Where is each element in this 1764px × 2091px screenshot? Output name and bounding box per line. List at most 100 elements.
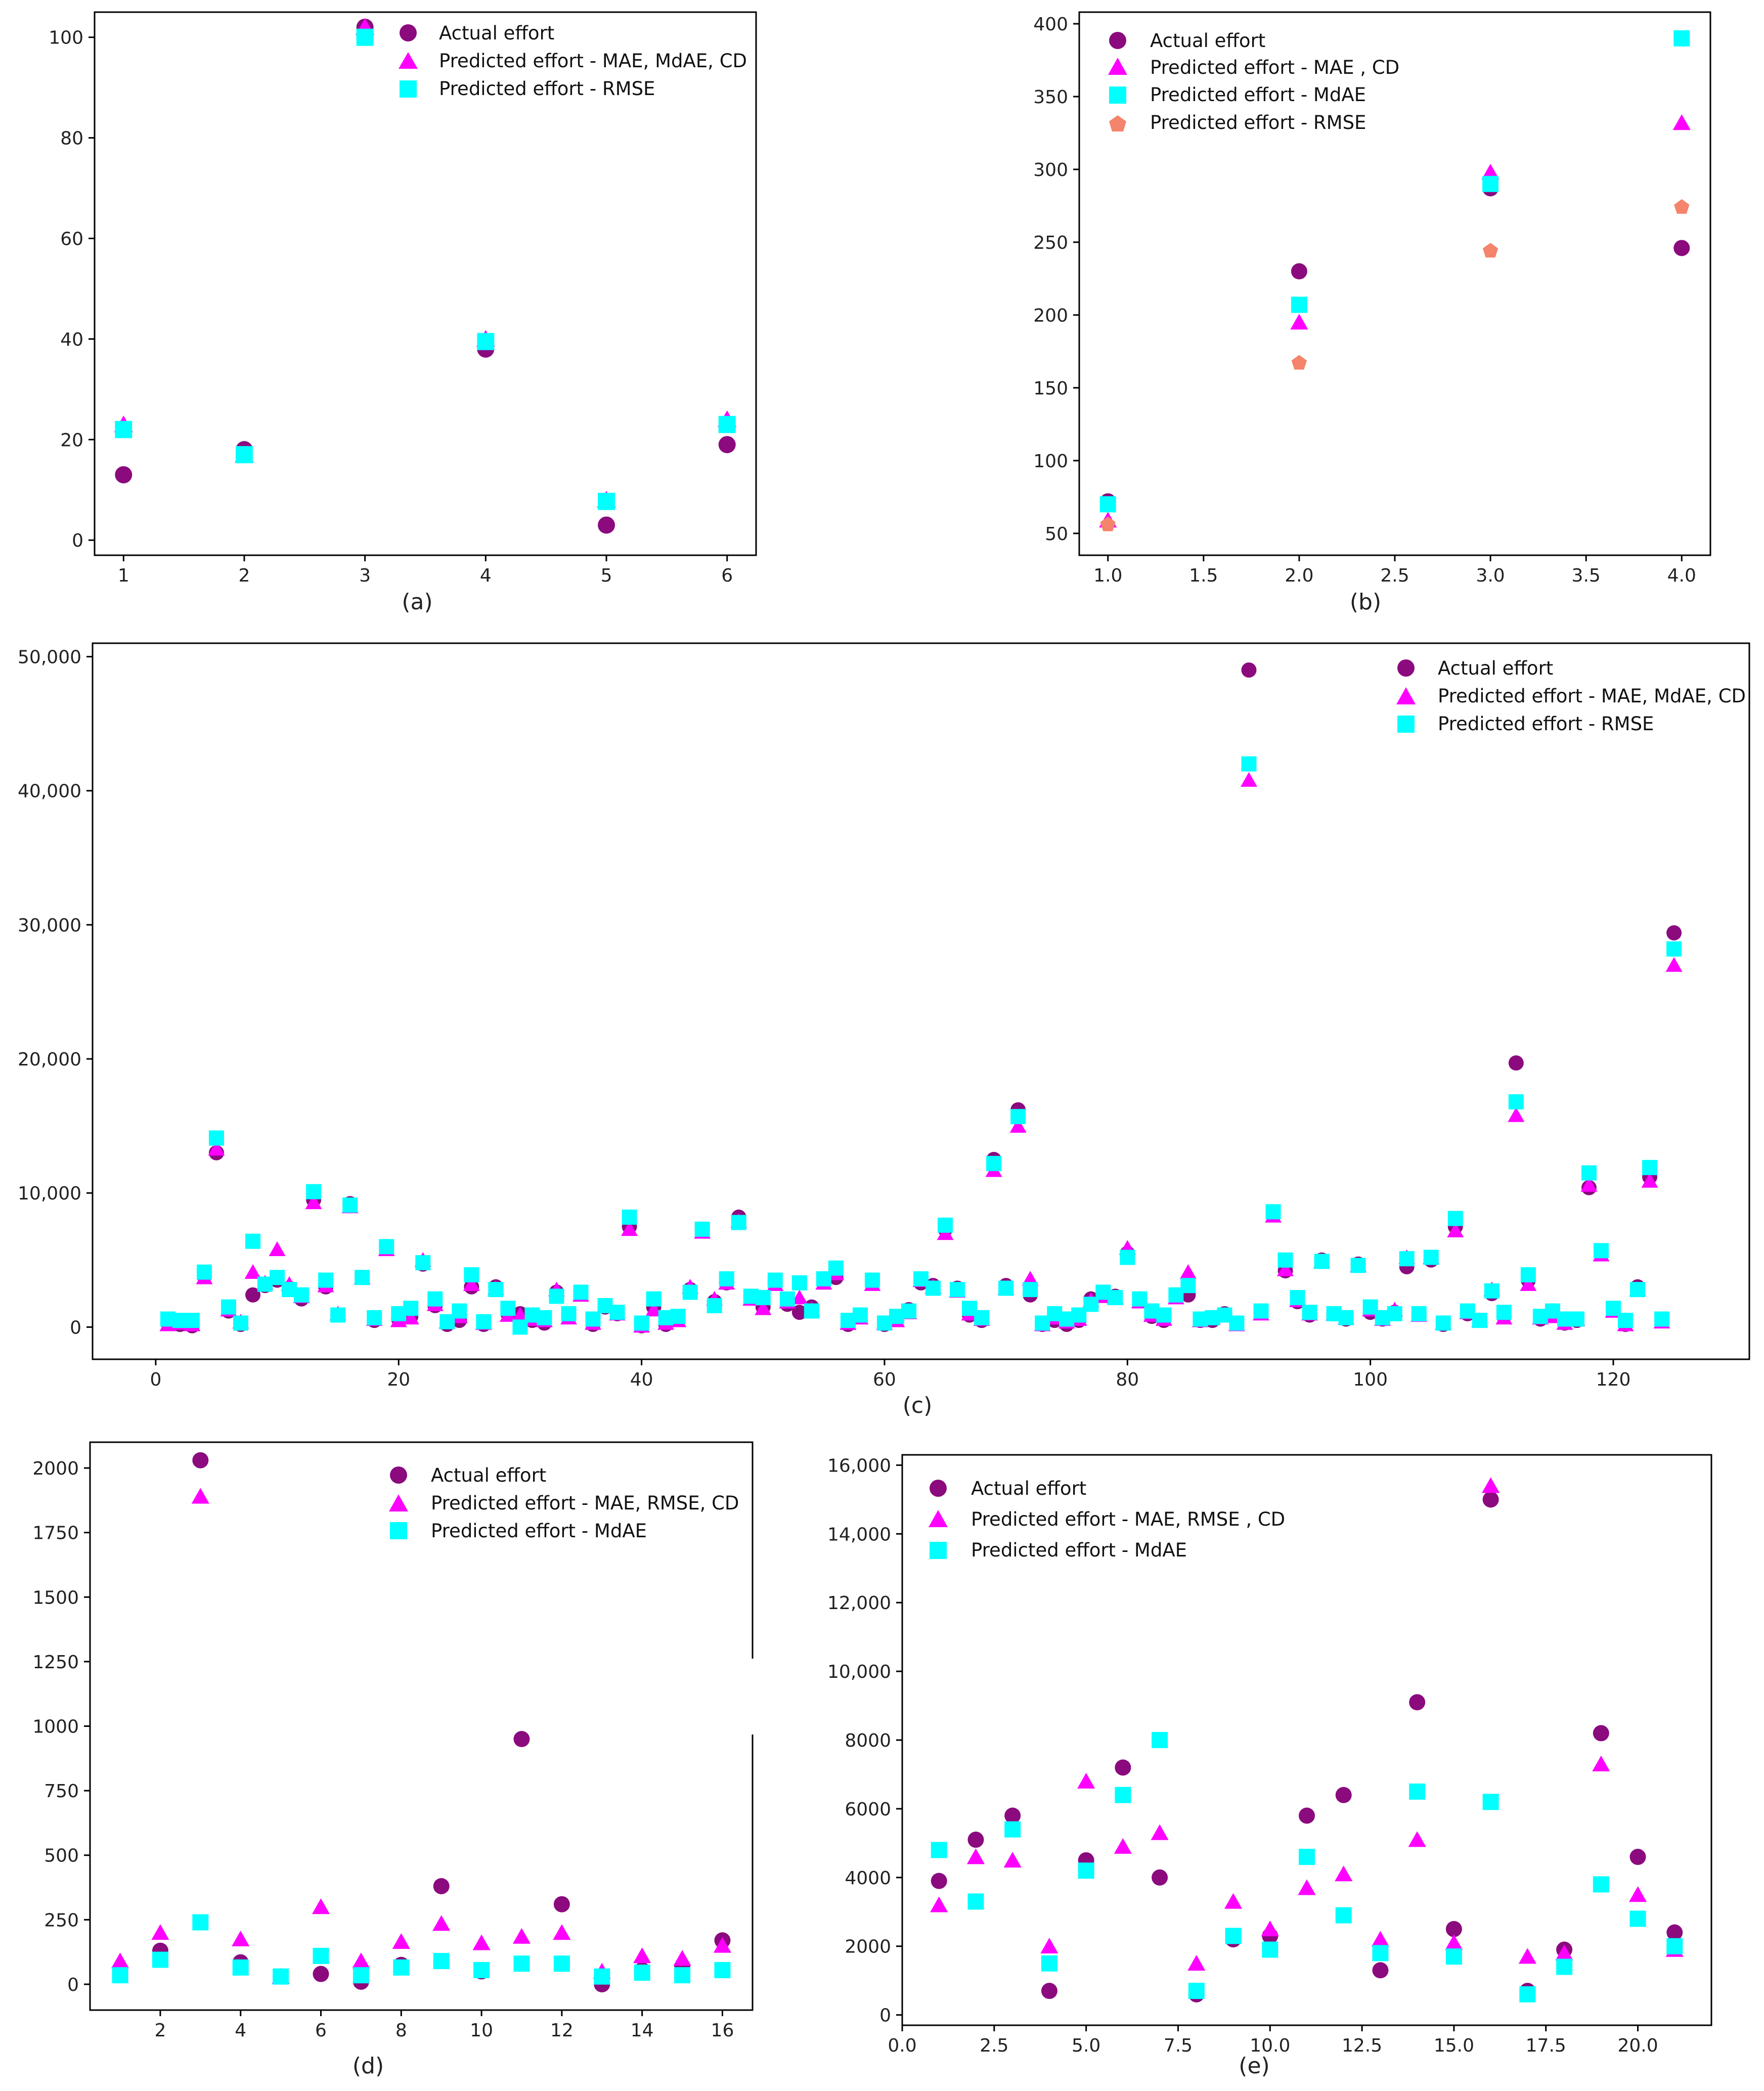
y-tick-label-a: 80 — [60, 128, 83, 149]
point-d-s1-16 — [713, 1937, 732, 1953]
y-tick-label-a: 20 — [60, 430, 83, 451]
point-c-s2-105 — [1423, 1250, 1439, 1265]
point-c-s2-71 — [1010, 1109, 1026, 1125]
point-b-s2-4 — [1673, 30, 1690, 47]
legend-label-actual-b: Actual effort — [1150, 30, 1265, 52]
point-c-s2-45 — [694, 1221, 710, 1237]
y-tick-label-d: 0 — [67, 1975, 79, 1995]
point-b-s2-2 — [1291, 296, 1307, 313]
plot-frame-a — [94, 11, 757, 556]
point-c-s2-121 — [1618, 1313, 1634, 1328]
point-c-s2-25 — [452, 1303, 467, 1319]
y-tick-label-b: 200 — [1033, 305, 1068, 326]
point-c-s2-51 — [767, 1272, 783, 1288]
point-c-s2-109 — [1472, 1313, 1487, 1328]
y-tick-label-b: 350 — [1033, 87, 1068, 108]
point-e-s0-11 — [1299, 1807, 1315, 1824]
point-c-s1-8 — [244, 1264, 261, 1279]
point-c-s2-34 — [561, 1306, 577, 1321]
legend-label-actual-d: Actual effort — [431, 1464, 546, 1486]
panel-label-e: (e) — [1239, 2053, 1269, 2079]
point-e-s2-17 — [1519, 1986, 1536, 2003]
legend-a: Actual effort Predicted effort - MAE, Md… — [399, 22, 747, 100]
y-ticks-e: 0 2000 4000 6000 8000 10,000 12,000 14,000 16,00… — [827, 1455, 902, 2026]
point-e-s1-11 — [1298, 1879, 1316, 1895]
x-tick-label-e: 0.0 — [888, 2035, 916, 2056]
legend-label-actual-a: Actual effort — [439, 22, 554, 44]
point-b-s2-1 — [1099, 496, 1116, 513]
point-e-s2-2 — [967, 1893, 984, 1910]
point-e-s0-2 — [967, 1832, 984, 1848]
x-tick-label-b: 4.0 — [1667, 565, 1696, 586]
point-c-s0-125 — [1666, 925, 1682, 941]
point-e-s2-21 — [1666, 1938, 1683, 1954]
point-d-s1-10 — [472, 1934, 491, 1950]
markers-a — [114, 18, 737, 534]
point-b-s3-2 — [1291, 354, 1307, 370]
x-ticks-a: 1 2 3 4 5 6 — [118, 555, 733, 586]
point-c-s2-48 — [731, 1215, 746, 1230]
markers-c — [159, 662, 1683, 1335]
legend-label-mae-b: Predicted effort - MAE , CD — [1150, 57, 1399, 78]
point-d-s2-12 — [553, 1955, 570, 1972]
point-c-s2-39 — [622, 1209, 637, 1225]
point-c-s2-117 — [1569, 1311, 1584, 1327]
y-tick-label-d: 2000 — [32, 1458, 79, 1479]
point-c-s0-90 — [1241, 662, 1257, 678]
plot-frame-d — [89, 1441, 754, 2011]
point-c-s2-107 — [1447, 1211, 1463, 1226]
point-e-s2-7 — [1152, 1732, 1168, 1748]
y-tick-label-b: 150 — [1033, 378, 1068, 399]
x-tick-label-a: 2 — [239, 565, 250, 586]
point-c-s1-112 — [1508, 1107, 1525, 1122]
point-a-s2-5 — [598, 493, 615, 510]
point-c-s2-54 — [804, 1303, 819, 1319]
point-c-s1-21 — [402, 1310, 419, 1325]
y-tick-label-e: 2000 — [845, 1937, 891, 1957]
point-c-s2-43 — [670, 1309, 686, 1324]
x-ticks-b: 1.0 1.5 2.0 2.5 3.0 3.5 4.0 — [1093, 555, 1696, 586]
y-tick-label-c: 30,000 — [18, 915, 81, 936]
chart-panel-d: 2 4 6 8 10 12 14 16 0 250 500 750 1000 1250 1500 1750 2… — [32, 1441, 759, 2079]
point-e-s2-3 — [1004, 1821, 1021, 1838]
point-b-s3-3 — [1482, 243, 1498, 258]
point-e-s0-14 — [1409, 1694, 1426, 1711]
legend-marker-mae-a — [399, 52, 418, 69]
point-c-s1-26 — [463, 1276, 480, 1291]
point-c-s2-46 — [707, 1298, 722, 1313]
point-e-s2-20 — [1629, 1910, 1646, 1927]
x-tick-label-a: 3 — [359, 565, 371, 586]
point-c-s2-95 — [1302, 1305, 1317, 1320]
point-a-s0-1 — [115, 466, 133, 483]
point-d-s2-16 — [714, 1962, 731, 1978]
point-c-s2-33 — [549, 1288, 564, 1304]
point-e-s2-4 — [1041, 1955, 1057, 1972]
point-e-s0-1 — [931, 1873, 947, 1889]
point-c-s2-62 — [901, 1303, 916, 1319]
point-d-s1-11 — [512, 1928, 531, 1944]
y-tick-label-a: 0 — [72, 530, 83, 551]
point-e-s1-6 — [1114, 1838, 1132, 1854]
point-c-s1-72 — [1022, 1271, 1039, 1286]
point-b-s3-1 — [1100, 516, 1116, 531]
point-c-s2-13 — [306, 1184, 322, 1199]
legend-marker-mae-c — [1396, 687, 1416, 704]
point-e-s2-18 — [1556, 1959, 1573, 1975]
legend-label-mae-e: Predicted effort - MAE, RMSE , CD — [971, 1508, 1285, 1530]
point-d-s1-14 — [633, 1947, 651, 1964]
x-tick-label-a: 4 — [480, 565, 492, 586]
point-e-s2-9 — [1225, 1928, 1242, 1944]
point-c-s2-119 — [1593, 1243, 1609, 1259]
point-e-s2-13 — [1372, 1945, 1389, 1962]
y-tick-label-b: 250 — [1033, 233, 1068, 253]
point-e-s1-13 — [1371, 1931, 1390, 1947]
markers-d — [111, 1452, 732, 1992]
x-tick-label-e: 2.5 — [980, 2035, 1008, 2056]
point-c-s2-89 — [1229, 1315, 1245, 1331]
y-tick-label-a: 60 — [60, 229, 83, 250]
point-d-s1-8 — [392, 1933, 410, 1949]
point-c-s2-32 — [537, 1310, 552, 1325]
x-tick-label-d: 10 — [470, 2020, 493, 2041]
legend-label-rmse-b: Predicted effort - RMSE — [1150, 112, 1366, 134]
point-c-s2-29 — [500, 1301, 516, 1316]
